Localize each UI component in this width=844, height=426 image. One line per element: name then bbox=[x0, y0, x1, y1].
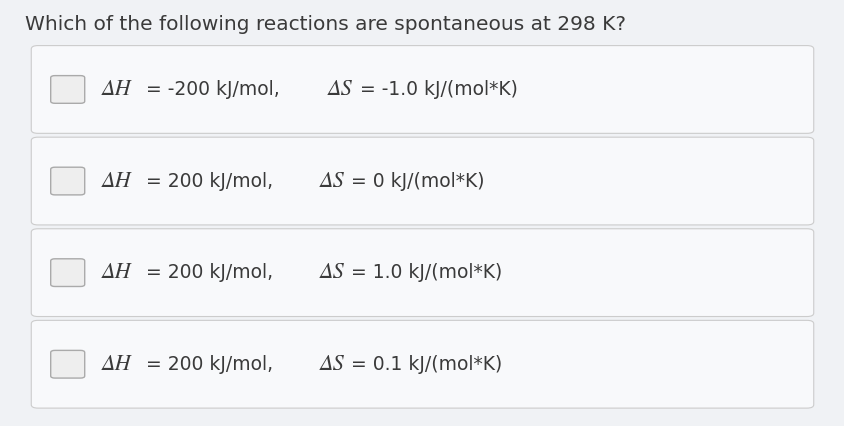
Text: ΔS: ΔS bbox=[319, 262, 344, 283]
Text: ΔS: ΔS bbox=[327, 79, 352, 100]
Text: Which of the following reactions are spontaneous at 298 K?: Which of the following reactions are spo… bbox=[25, 15, 625, 34]
Text: ΔH: ΔH bbox=[101, 354, 131, 375]
Text: = 200 kJ/mol,: = 200 kJ/mol, bbox=[139, 355, 279, 374]
FancyBboxPatch shape bbox=[51, 76, 84, 103]
FancyBboxPatch shape bbox=[51, 350, 84, 378]
Text: = 200 kJ/mol,: = 200 kJ/mol, bbox=[139, 172, 279, 190]
FancyBboxPatch shape bbox=[31, 46, 813, 133]
Text: = -200 kJ/mol,: = -200 kJ/mol, bbox=[139, 80, 285, 99]
FancyBboxPatch shape bbox=[31, 320, 813, 408]
FancyBboxPatch shape bbox=[51, 259, 84, 287]
Text: ΔS: ΔS bbox=[319, 170, 344, 192]
Text: = -1.0 kJ/(mol*K): = -1.0 kJ/(mol*K) bbox=[360, 80, 517, 99]
Text: ΔS: ΔS bbox=[319, 354, 344, 375]
FancyBboxPatch shape bbox=[31, 229, 813, 317]
FancyBboxPatch shape bbox=[51, 167, 84, 195]
Text: = 200 kJ/mol,: = 200 kJ/mol, bbox=[139, 263, 279, 282]
Text: = 0.1 kJ/(mol*K): = 0.1 kJ/(mol*K) bbox=[351, 355, 502, 374]
Text: ΔH: ΔH bbox=[101, 262, 131, 283]
Text: ΔH: ΔH bbox=[101, 79, 131, 100]
Text: = 1.0 kJ/(mol*K): = 1.0 kJ/(mol*K) bbox=[351, 263, 502, 282]
Text: ΔH: ΔH bbox=[101, 170, 131, 192]
FancyBboxPatch shape bbox=[31, 137, 813, 225]
Text: = 0 kJ/(mol*K): = 0 kJ/(mol*K) bbox=[351, 172, 484, 190]
